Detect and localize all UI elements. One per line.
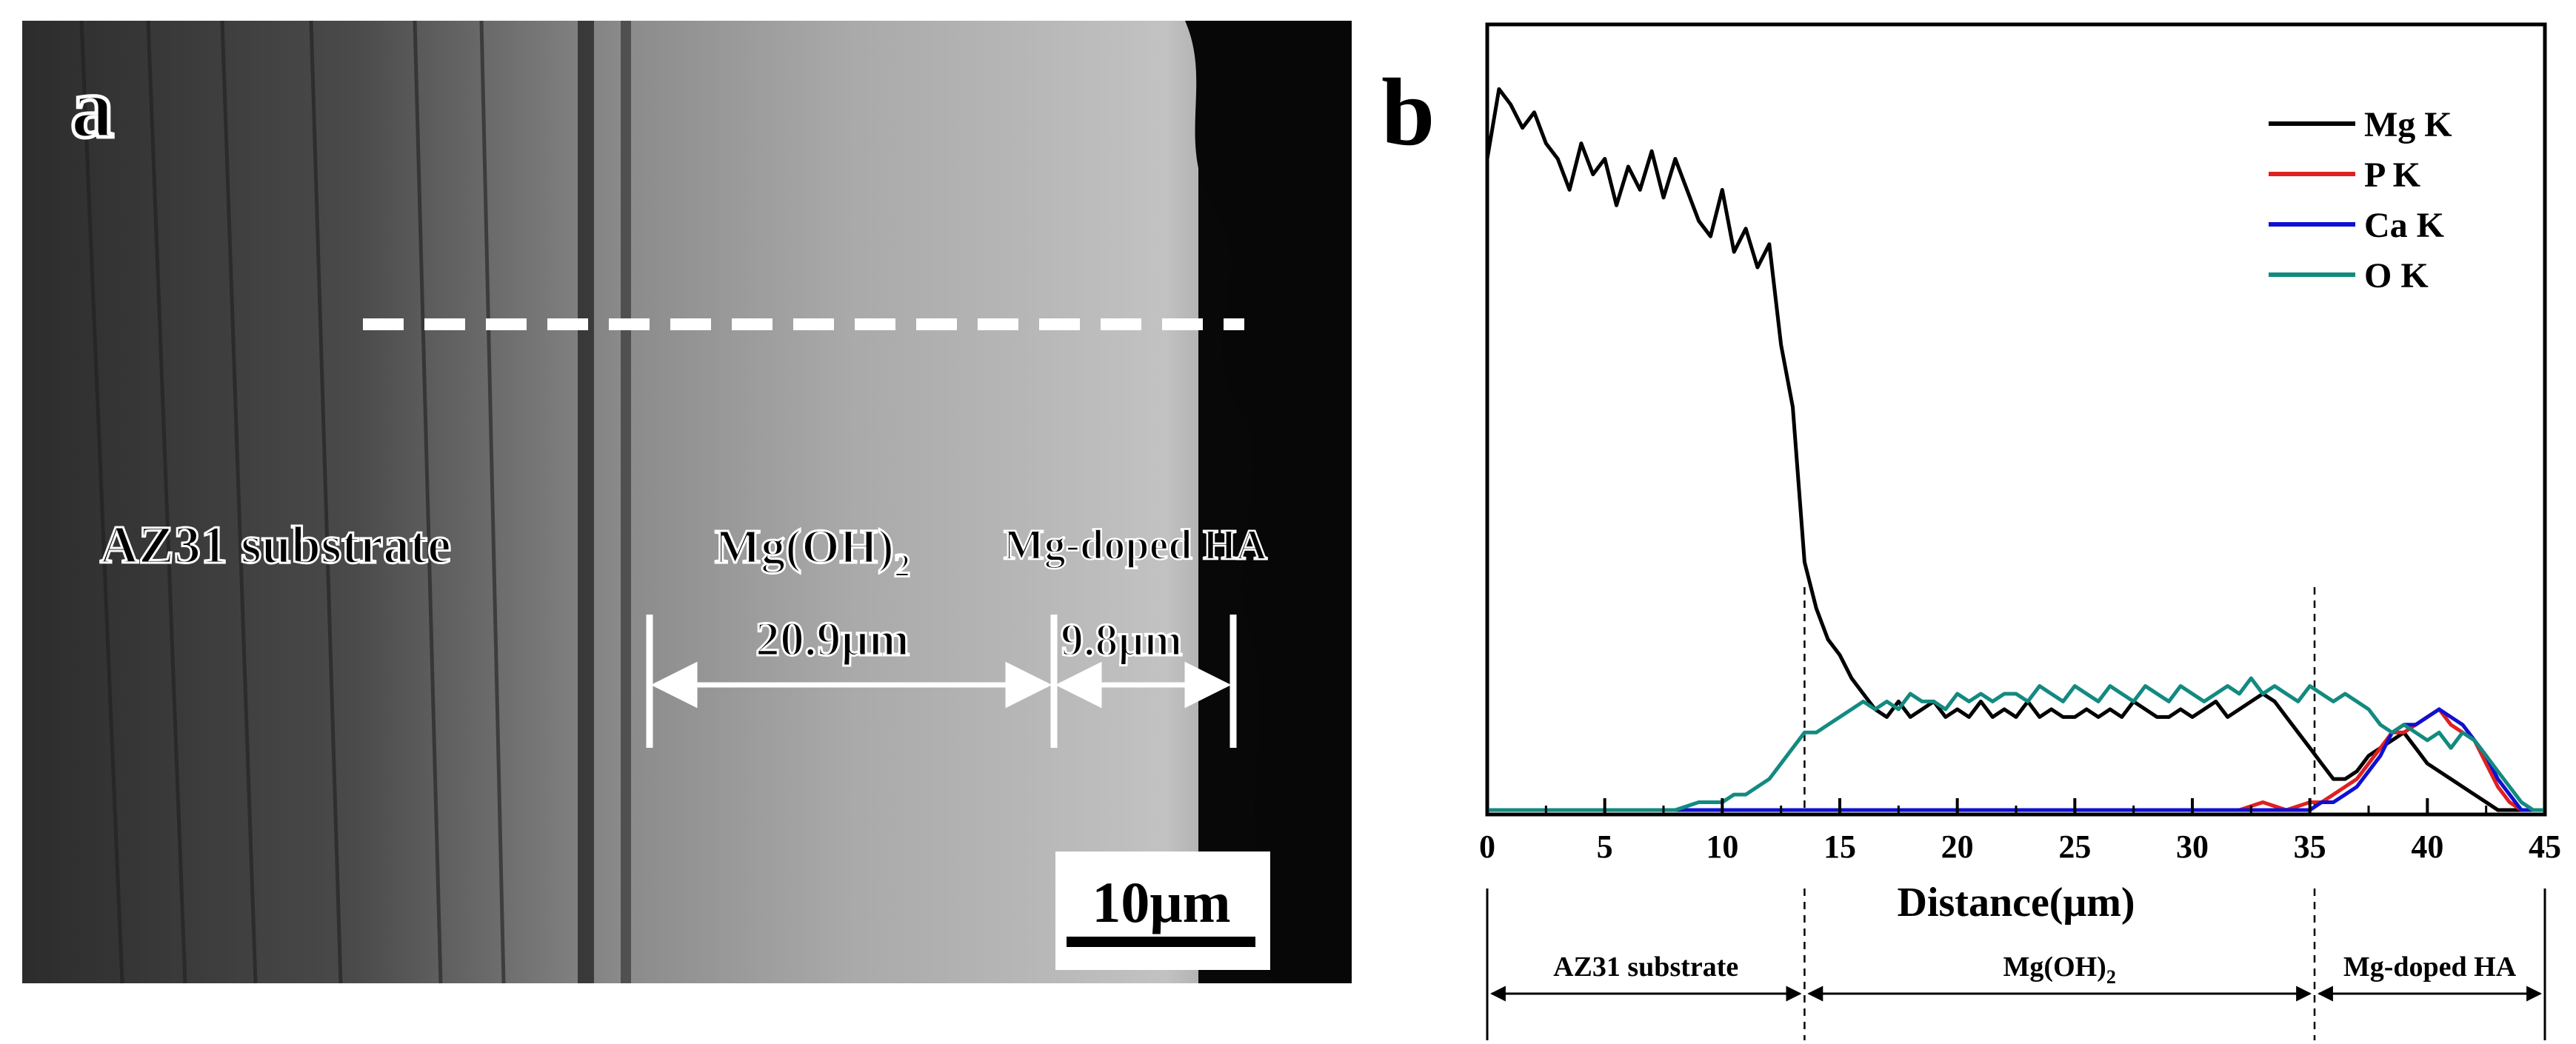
x-tick-label-35: 35 [2294,829,2326,865]
scale-bar: 10μm [1055,851,1270,970]
series-line-ca-k [1487,707,2545,812]
legend-label-3: O K [2364,256,2429,295]
x-tick-label-10: 10 [1706,829,1738,865]
panel-b-label: b [1381,59,1435,166]
x-tick-label-5: 5 [1597,829,1613,865]
panel-b-line-scan-chart: b 0 5 10 15 20 25 30 35 40 45 Distance(μm) Mg K P … [1381,22,2561,1040]
x-axis-ticks: 0 5 10 15 20 25 30 35 40 45 [1479,798,2561,865]
panel-a-sem-image: a AZ31 substrate Mg(OH)2 Mg-doped HA 20.… [22,20,1352,984]
series-lines [1485,87,2545,812]
x-tick-label-40: 40 [2411,829,2443,865]
label-mg-oh2-sub: 2 [894,547,910,583]
region-label-2: Mg-doped HA [2343,951,2517,983]
series-line-p-k [1487,707,2545,812]
x-tick-label-30: 30 [2176,829,2209,865]
x-tick-label-20: 20 [1941,829,1974,865]
legend-label-2: Ca K [2364,206,2444,245]
scale-bar-line [1067,937,1255,947]
region-label-1: Mg(OH)2 [2003,951,2116,988]
thickness-mgoh2: 20.9μm [755,612,910,666]
boundary-lines [1803,587,2316,814]
legend-label-1: P K [2364,155,2420,195]
x-axis-label: Distance(μm) [1898,880,2135,926]
series-line-o-k [1487,676,2545,812]
region-label-0: AZ31 substrate [1553,951,1738,983]
region-annotation-bar: AZ31 substrate Mg(OH)2 Mg-doped HA [1486,889,2546,1040]
label-mg-oh2: Mg(OH)2 [715,520,910,583]
x-tick-label-0: 0 [1479,829,1495,865]
x-tick-label-25: 25 [2058,829,2091,865]
x-tick-label-15: 15 [1823,829,1856,865]
x-tick-label-45: 45 [2529,829,2561,865]
panel-a-label: a [70,59,114,156]
label-az31-substrate: AZ31 substrate [100,515,451,575]
thickness-ha: 9.8μm [1061,615,1182,666]
series-line-mg-k [1485,87,2545,812]
legend: Mg K P K Ca K O K [2269,105,2452,295]
scale-bar-label: 10μm [1092,870,1230,934]
label-mg-doped-ha: Mg-doped HA [1004,521,1267,569]
label-mg-oh2-main: Mg(OH) [715,520,894,574]
legend-label-0: Mg K [2364,105,2452,144]
